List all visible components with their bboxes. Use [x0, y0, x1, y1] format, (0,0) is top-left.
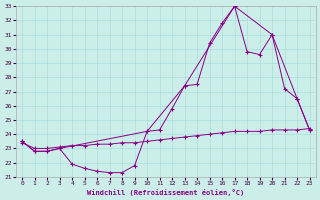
X-axis label: Windchill (Refroidissement éolien,°C): Windchill (Refroidissement éolien,°C)	[87, 189, 244, 196]
